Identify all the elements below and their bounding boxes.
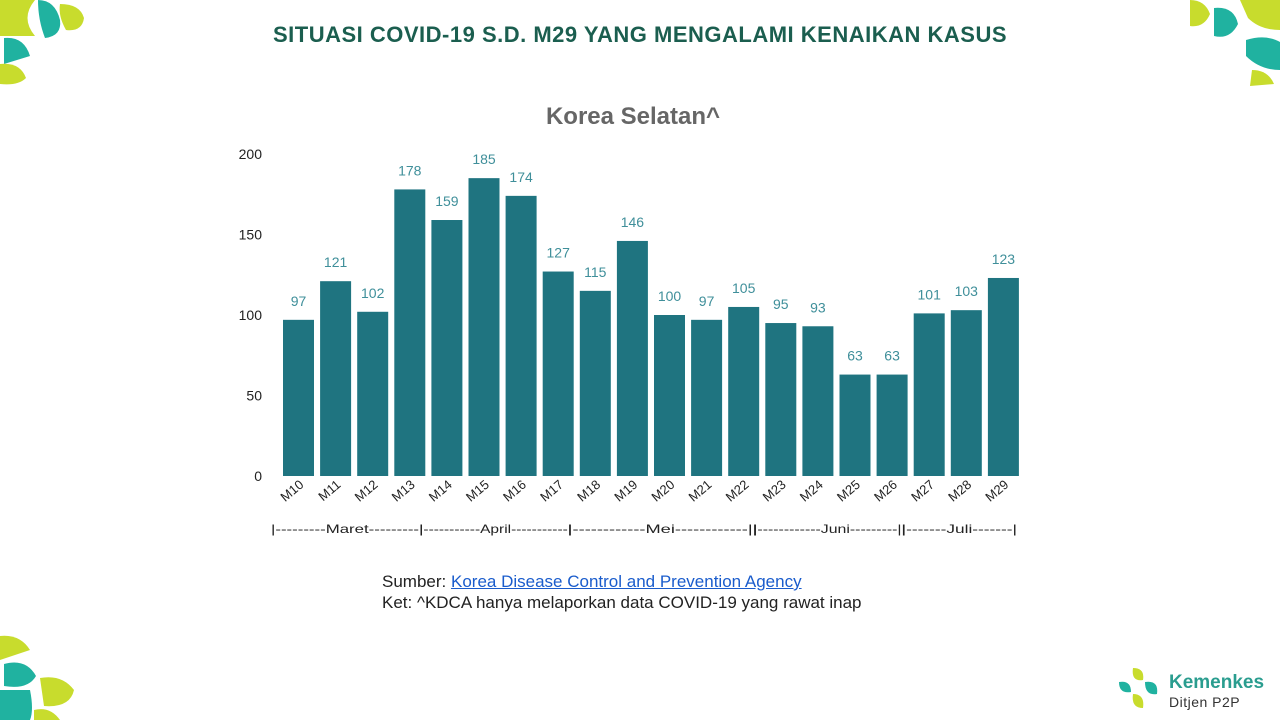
- month-group-label: |-----------April-----------|: [419, 522, 571, 536]
- bar-m15: [468, 178, 500, 476]
- bar-m29: [987, 277, 1019, 476]
- bar-m12: [357, 311, 389, 476]
- corner-ornament-top-left: [0, 0, 84, 85]
- data-label: 159: [435, 193, 459, 209]
- data-label: 185: [472, 151, 496, 167]
- y-tick-label: 0: [254, 468, 262, 484]
- kemenkes-logo: Kemenkes Ditjen P2P: [1115, 664, 1275, 714]
- x-tick-label: M14: [426, 477, 455, 505]
- data-label: 103: [955, 283, 979, 299]
- month-group-label: |-------Juli-------|: [902, 522, 1017, 536]
- x-tick-label: M23: [760, 477, 789, 505]
- data-label: 123: [992, 251, 1016, 267]
- data-label: 97: [699, 293, 715, 309]
- source-line: Sumber: Korea Disease Control and Preven…: [382, 571, 862, 592]
- x-tick-label: M25: [834, 477, 863, 505]
- data-label: 63: [884, 348, 900, 364]
- source-link[interactable]: Korea Disease Control and Prevention Age…: [450, 572, 802, 591]
- x-tick-label: M16: [500, 477, 529, 505]
- y-tick-label: 150: [239, 227, 263, 243]
- bar-m10: [283, 319, 314, 476]
- data-label: 102: [361, 285, 385, 301]
- bar-m11: [320, 281, 352, 476]
- data-label: 178: [398, 162, 422, 178]
- x-tick-label: M15: [463, 477, 492, 505]
- month-group-label: |---------Maret---------|: [271, 522, 423, 536]
- data-label: 127: [547, 245, 571, 261]
- bar-m13: [394, 189, 426, 477]
- bar-m26: [876, 374, 908, 476]
- bar-m21: [691, 319, 723, 476]
- x-tick-label: M19: [611, 477, 640, 505]
- bar-m17: [542, 271, 574, 476]
- bar-m20: [654, 315, 685, 476]
- bar-m19: [616, 240, 648, 476]
- month-group-label: |------------Mei------------||: [568, 522, 758, 536]
- data-label: 146: [621, 214, 645, 230]
- bar-m25: [839, 374, 871, 476]
- bar-chart: Korea Selatan^ 0 50 100 150 200 97 M10 121 M11 102…: [239, 103, 1019, 536]
- y-tick-label: 200: [239, 146, 263, 162]
- data-label: 115: [584, 264, 607, 280]
- data-label: 105: [732, 280, 756, 296]
- corner-ornament-top-right: [1190, 0, 1280, 86]
- x-tick-label: M18: [574, 477, 603, 505]
- x-tick-label: M22: [723, 477, 752, 505]
- data-label: 174: [509, 169, 533, 185]
- data-label: 95: [773, 296, 789, 312]
- bar-m14: [431, 220, 463, 476]
- data-label: 121: [324, 254, 348, 270]
- x-tick-label: M26: [871, 477, 900, 505]
- x-tick-label: M21: [686, 477, 715, 505]
- source-block: Sumber: Korea Disease Control and Preven…: [382, 571, 862, 613]
- data-label: 101: [918, 286, 942, 302]
- x-tick-label: M17: [537, 477, 566, 505]
- source-prefix: Sumber:: [382, 572, 451, 591]
- x-tick-label: M28: [945, 477, 974, 505]
- bar-m24: [802, 326, 834, 476]
- bar-m28: [950, 310, 982, 476]
- month-group-label: |------------Juni---------||: [753, 522, 905, 536]
- x-tick-label: M10: [277, 477, 306, 505]
- data-label: 63: [847, 348, 863, 364]
- x-tick-label: M27: [908, 477, 937, 505]
- bar-m22: [728, 306, 760, 476]
- x-tick-label: M24: [797, 477, 826, 505]
- source-note: Ket: ^KDCA hanya melaporkan data COVID-1…: [382, 593, 862, 612]
- corner-ornament-bottom-left: [0, 635, 74, 720]
- x-tick-label: M11: [315, 477, 343, 504]
- bar-m16: [505, 195, 537, 477]
- x-tick-label: M12: [352, 477, 381, 505]
- bar-m18: [579, 290, 611, 476]
- data-label: 97: [291, 293, 307, 309]
- logo-name: Kemenkes: [1169, 672, 1265, 693]
- x-tick-label: M20: [648, 477, 677, 505]
- kemenkes-logo-icon: [1119, 668, 1158, 708]
- data-label: 93: [810, 299, 826, 315]
- x-tick-label: M13: [389, 477, 418, 505]
- logo-subtitle: Ditjen P2P: [1169, 694, 1241, 710]
- bar-m23: [765, 323, 797, 476]
- data-label: 100: [658, 288, 682, 304]
- chart-title: Korea Selatan^: [546, 103, 720, 130]
- x-tick-label: M29: [982, 477, 1011, 505]
- y-tick-label: 50: [246, 388, 262, 404]
- y-tick-label: 100: [239, 307, 263, 323]
- bar-m27: [913, 313, 945, 476]
- slide-title: SITUASI COVID-19 S.D. M29 YANG MENGALAMI…: [272, 22, 1008, 47]
